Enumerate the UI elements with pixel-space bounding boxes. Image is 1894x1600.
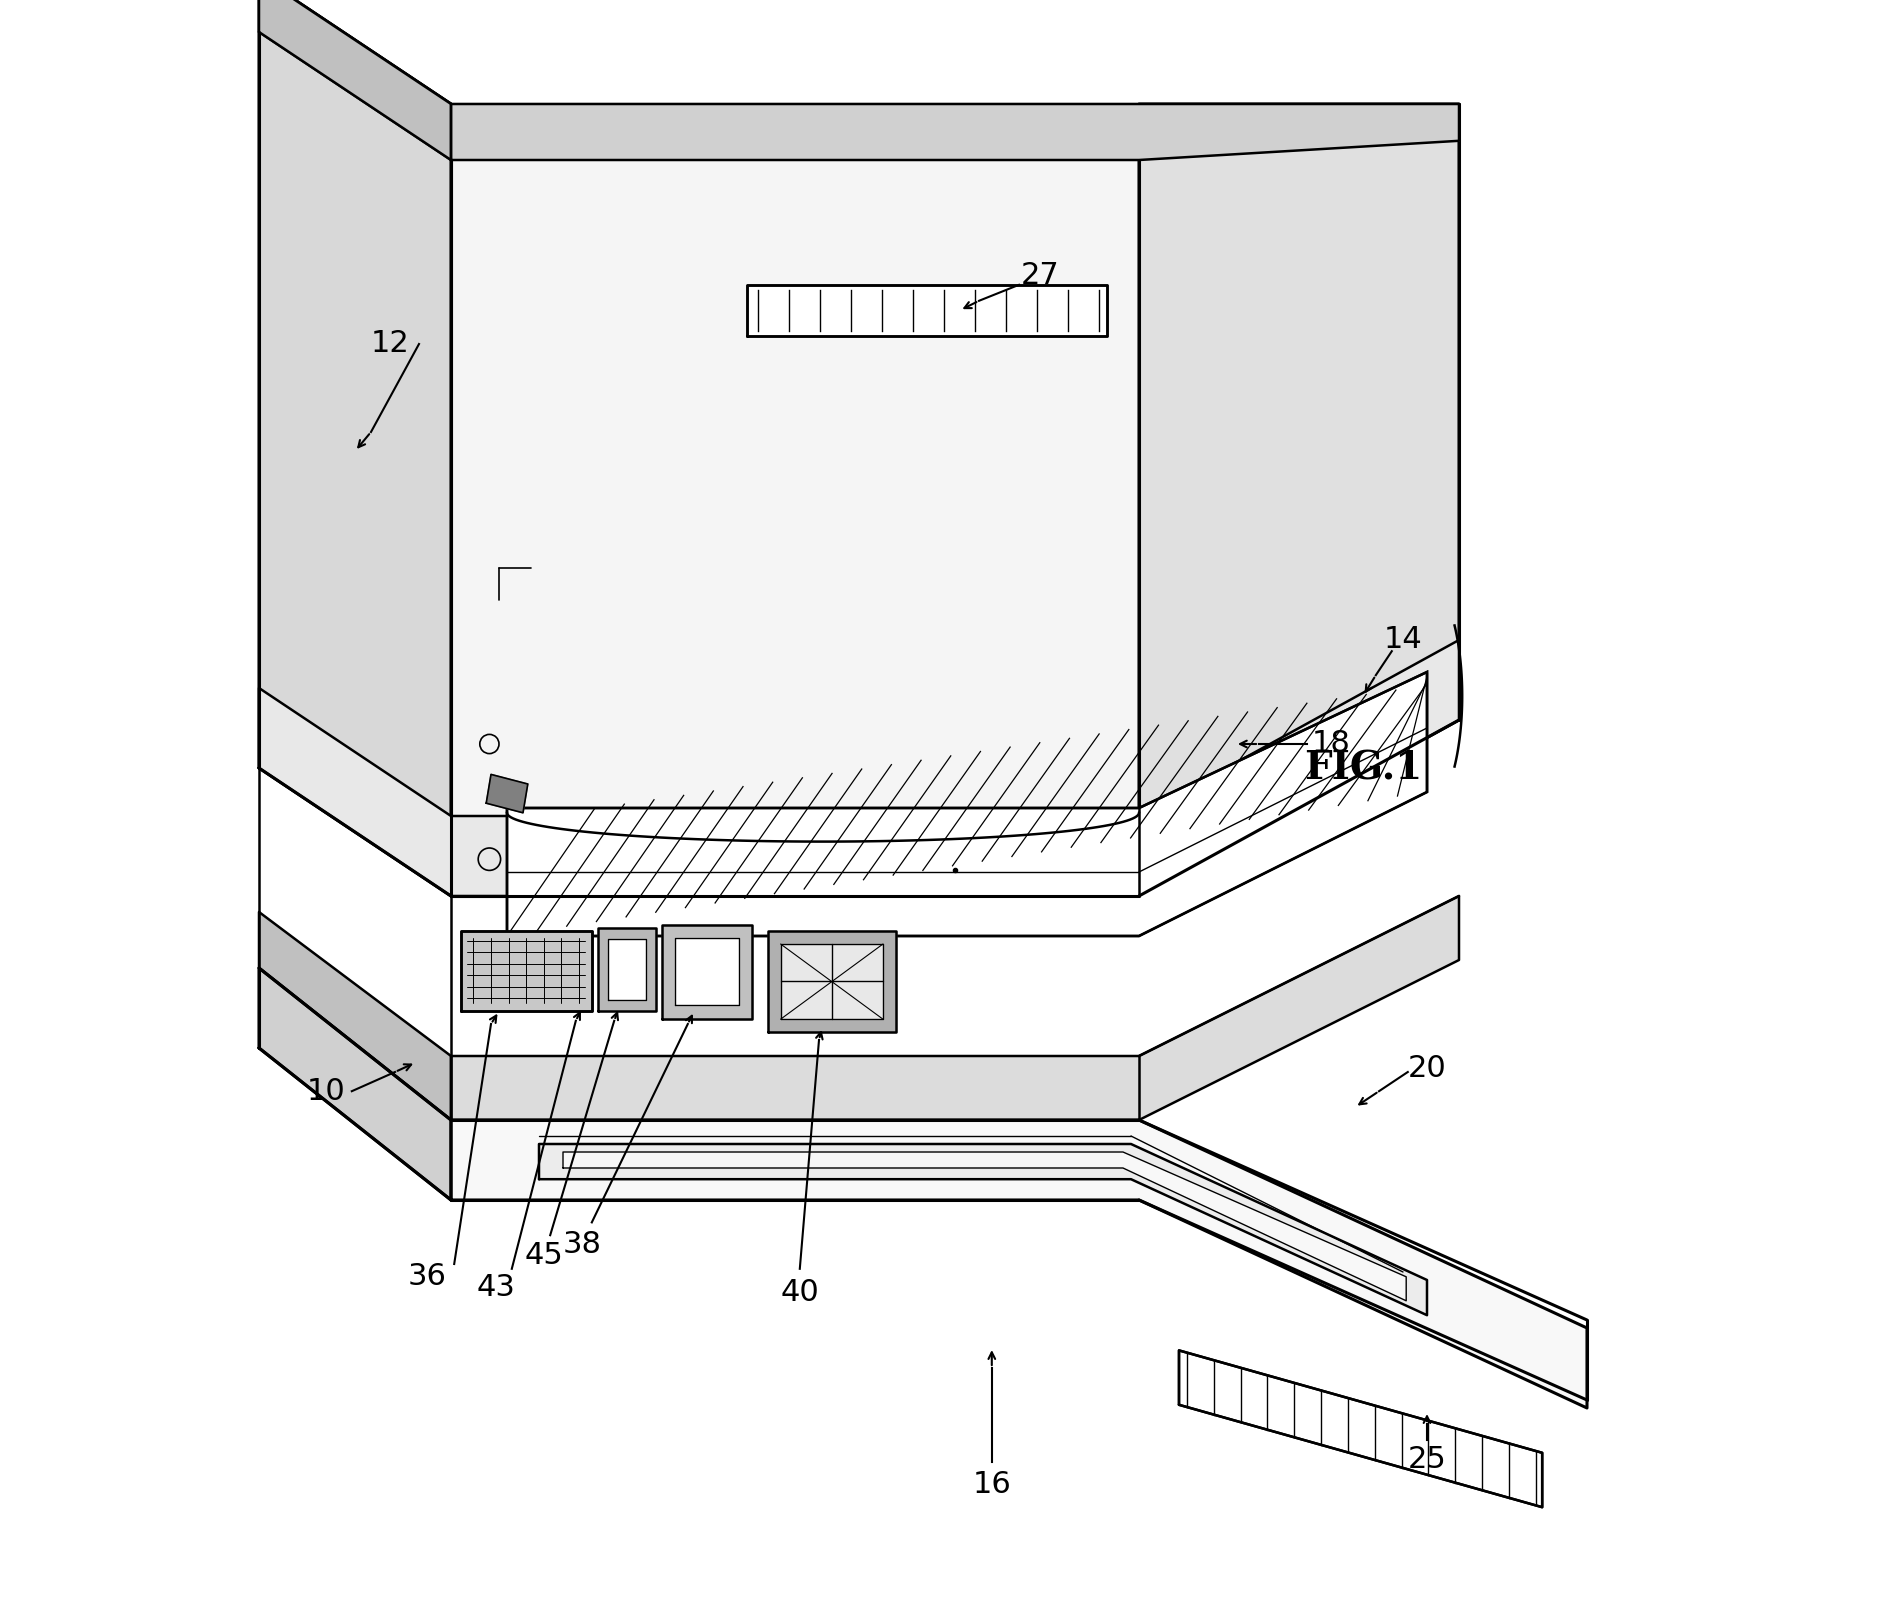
- Text: 38: 38: [563, 1230, 602, 1259]
- Text: 43: 43: [477, 1274, 515, 1302]
- Text: 18: 18: [1311, 730, 1350, 758]
- Polygon shape: [780, 944, 883, 1019]
- Polygon shape: [599, 928, 655, 1011]
- Polygon shape: [451, 104, 1138, 896]
- Polygon shape: [451, 1120, 1587, 1408]
- Polygon shape: [674, 938, 739, 1005]
- Text: 10: 10: [307, 1077, 345, 1106]
- Polygon shape: [259, 0, 451, 160]
- Polygon shape: [487, 774, 528, 813]
- Polygon shape: [451, 104, 1458, 160]
- Text: FIG.1: FIG.1: [1303, 749, 1422, 787]
- Polygon shape: [608, 939, 646, 1000]
- Polygon shape: [563, 1152, 1405, 1301]
- Polygon shape: [460, 931, 591, 1011]
- Polygon shape: [767, 931, 896, 1032]
- Polygon shape: [259, 0, 451, 896]
- Text: 40: 40: [780, 1278, 820, 1307]
- Polygon shape: [1178, 1350, 1542, 1507]
- Text: 45: 45: [525, 1242, 563, 1270]
- Text: 25: 25: [1407, 1445, 1447, 1474]
- Polygon shape: [508, 672, 1426, 936]
- Text: 12: 12: [371, 330, 409, 358]
- Text: 27: 27: [1021, 261, 1059, 290]
- Polygon shape: [663, 925, 752, 1019]
- Polygon shape: [540, 1144, 1426, 1315]
- Text: 14: 14: [1385, 626, 1422, 654]
- Polygon shape: [259, 640, 1458, 896]
- Polygon shape: [1138, 104, 1458, 896]
- Text: 36: 36: [407, 1262, 447, 1291]
- Polygon shape: [259, 912, 451, 1120]
- Polygon shape: [451, 896, 1458, 1120]
- Text: 20: 20: [1407, 1054, 1447, 1083]
- Polygon shape: [259, 968, 451, 1200]
- Text: 16: 16: [972, 1470, 1011, 1499]
- Polygon shape: [746, 285, 1106, 336]
